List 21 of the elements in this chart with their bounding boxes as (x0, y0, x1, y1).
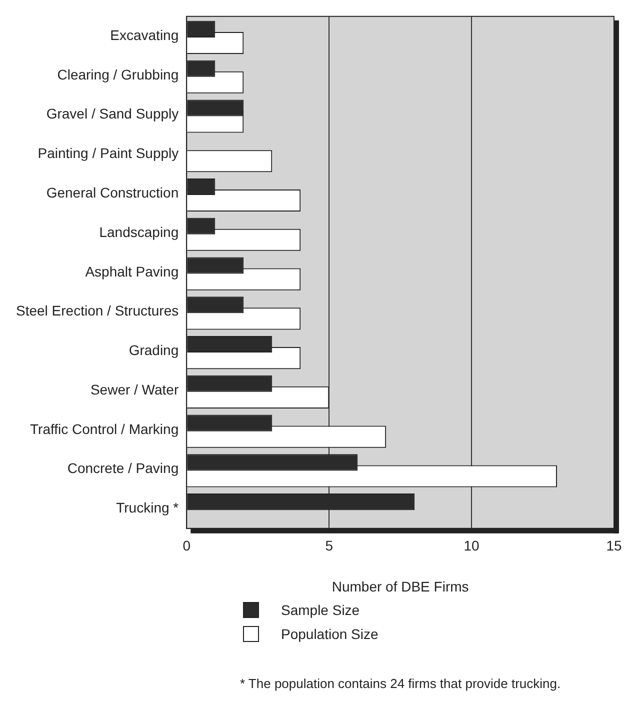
y-tick-label: Painting / Paint Supply (38, 145, 179, 162)
y-tick-label: Asphalt Paving (85, 263, 179, 280)
y-tick-label: Grading (128, 342, 179, 358)
x-axis-title: Number of DBE Firms (332, 578, 469, 594)
y-tick-label: Traffic Control / Marking (30, 420, 179, 437)
y-tick-label: Concrete / Paving (67, 460, 179, 476)
y-tick-label: Steel Erection / Structures (16, 302, 179, 319)
y-tick-label: Clearing / Grubbing (57, 66, 179, 82)
x-tick-label: 0 (182, 538, 191, 554)
y-tick-label: Gravel / Sand Supply (46, 106, 179, 122)
x-tick-label: 5 (325, 538, 334, 554)
y-tick-label: General Construction (46, 184, 179, 200)
y-tick-label: Sewer / Water (90, 381, 179, 398)
y-tick-label: Trucking * (116, 500, 180, 516)
legend-label: Sample Size (281, 602, 360, 618)
x-tick-label: 15 (606, 538, 622, 554)
y-tick-label: Excavating (110, 26, 179, 43)
legend-label: Population Size (281, 626, 378, 642)
y-tick-label: Landscaping (99, 224, 179, 240)
x-tick-label: 10 (464, 538, 480, 554)
text: * The population contains 24 firms that provide trucking. (240, 676, 561, 691)
